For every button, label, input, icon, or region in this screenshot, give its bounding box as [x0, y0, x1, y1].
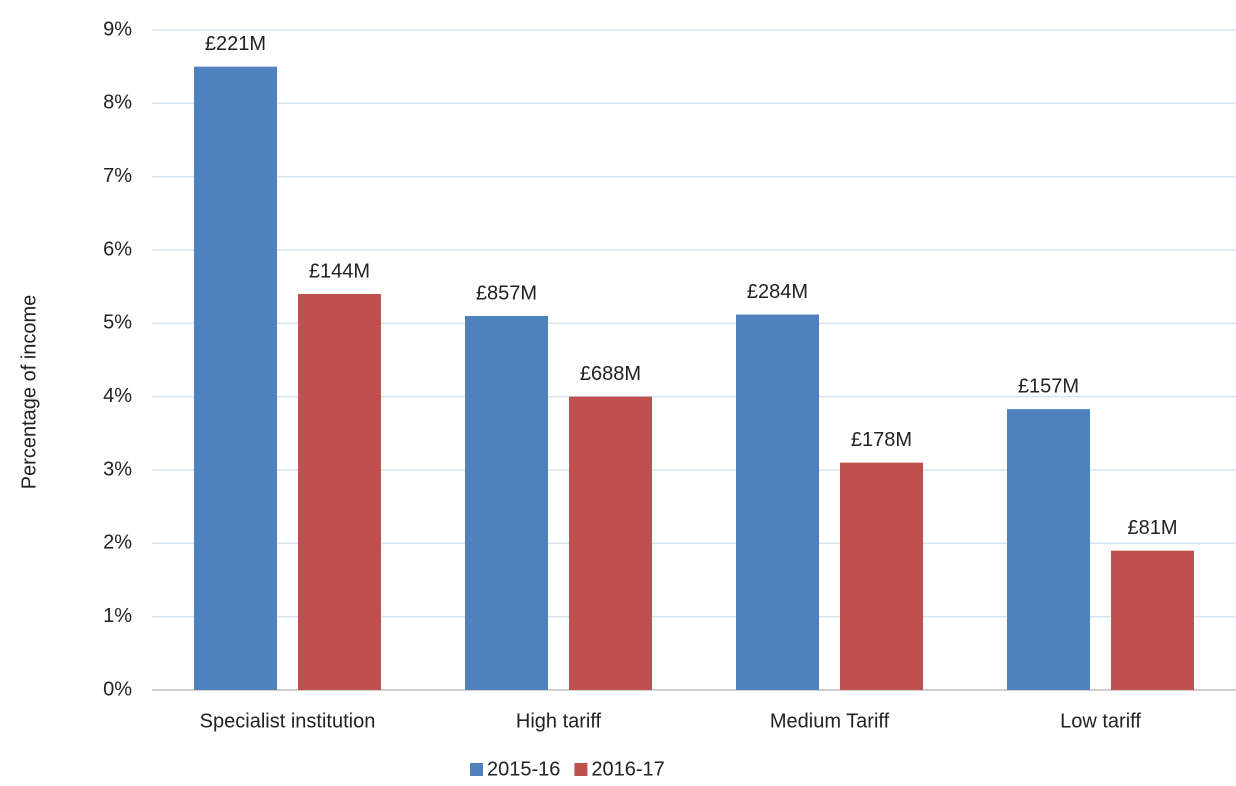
- legend-label: 2015-16: [487, 758, 560, 780]
- bar-label: £81M: [1127, 517, 1177, 539]
- bar: [840, 462, 923, 690]
- x-tick-label: Medium Tariff: [770, 710, 890, 732]
- y-tick-label: 1%: [103, 605, 132, 627]
- bar: [569, 396, 652, 690]
- y-tick-label: 7%: [103, 165, 132, 187]
- bar-label: £144M: [309, 260, 370, 282]
- bar-label: £221M: [205, 33, 266, 55]
- bar: [736, 314, 819, 690]
- bar-label: £157M: [1018, 375, 1079, 397]
- bar-label: £284M: [747, 281, 808, 303]
- x-tick-label: High tariff: [516, 710, 602, 732]
- legend-swatch: [574, 763, 588, 776]
- y-tick-label: 8%: [103, 92, 132, 114]
- bar-label: £178M: [851, 429, 912, 451]
- bar: [298, 294, 381, 690]
- x-tick-label: Specialist institution: [200, 710, 376, 732]
- y-tick-label: 4%: [103, 385, 132, 407]
- bar: [1007, 409, 1090, 690]
- bar: [1111, 550, 1194, 690]
- x-tick-label: Low tariff: [1060, 710, 1141, 732]
- bar-label: £688M: [580, 363, 641, 385]
- bar: [465, 316, 548, 690]
- y-tick-label: 3%: [103, 458, 132, 480]
- legend-swatch: [470, 763, 483, 776]
- bar-label: £857M: [476, 282, 537, 304]
- y-tick-label: 6%: [103, 238, 132, 260]
- y-tick-label: 0%: [103, 678, 132, 700]
- y-tick-label: 5%: [103, 312, 132, 334]
- legend-label: 2016-17: [591, 758, 664, 780]
- y-tick-label: 9%: [103, 18, 132, 40]
- y-tick-label: 2%: [103, 532, 132, 554]
- bar: [194, 66, 277, 690]
- y-axis-label: Percentage of income: [18, 295, 40, 490]
